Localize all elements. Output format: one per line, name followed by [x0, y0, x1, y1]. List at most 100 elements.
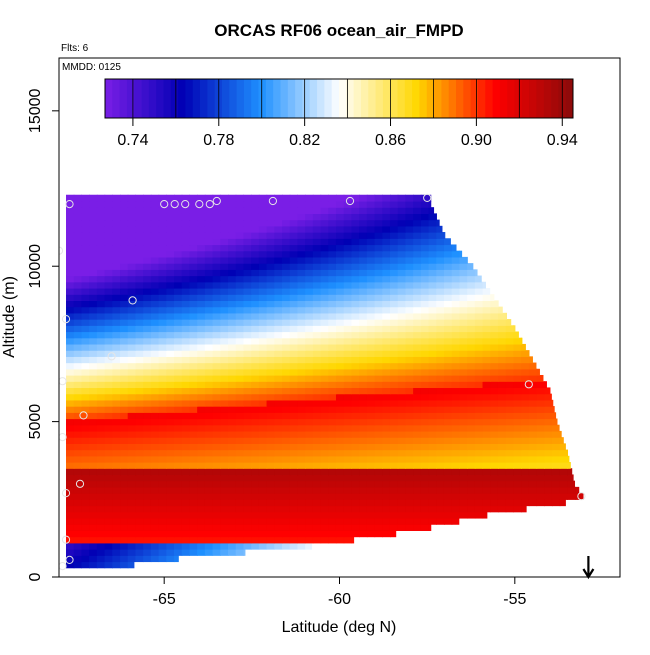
observation-point: [212, 196, 221, 206]
x-tick-label: -60: [328, 591, 351, 608]
heatmap-cell: [359, 493, 368, 500]
heatmap-cell: [297, 493, 306, 500]
heatmap-cell: [104, 530, 113, 538]
heatmap-cell: [413, 300, 422, 308]
heatmap-cell: [96, 207, 106, 214]
heatmap-cell: [189, 331, 198, 339]
heatmap-cell: [335, 244, 345, 252]
heatmap-cell: [127, 269, 137, 277]
heatmap-cell: [436, 325, 445, 333]
heatmap-cell: [389, 524, 399, 531]
heatmap-cell: [258, 312, 268, 320]
heatmap-cell: [150, 275, 160, 283]
heatmap-cell: [112, 213, 121, 221]
observation-point: [61, 489, 71, 498]
heatmap-cell: [312, 486, 322, 494]
heatmap-cell: [66, 368, 75, 376]
heatmap-cell: [282, 542, 291, 550]
heatmap-cell: [73, 244, 83, 252]
heatmap-cell: [235, 493, 245, 500]
heatmap-cell: [328, 263, 337, 270]
heatmap-cell: [104, 399, 113, 407]
heatmap-cell: [73, 312, 83, 320]
heatmap-cell: [490, 312, 499, 320]
heatmap-cell: [513, 337, 522, 345]
heatmap-cell: [490, 493, 499, 500]
heatmap-cell: [81, 486, 90, 494]
heatmap-cell: [328, 232, 337, 239]
heatmap-cell: [428, 194, 432, 202]
heatmap-cell: [328, 393, 337, 401]
heatmap-cell: [66, 399, 75, 407]
heatmap-cell: [143, 468, 152, 476]
heatmap-cell: [73, 368, 83, 376]
x-tick-label: -55: [503, 591, 526, 608]
heatmap-cell: [189, 319, 198, 326]
heatmap-cell: [282, 524, 291, 531]
heatmap-cell: [143, 225, 152, 233]
heatmap-cell: [143, 275, 152, 283]
heatmap-cell: [220, 468, 229, 476]
heatmap-cell: [335, 287, 345, 295]
heatmap-cell: [305, 542, 313, 550]
heatmap-cell: [305, 399, 314, 407]
heatmap-cell: [174, 486, 183, 494]
heatmap-cell: [135, 511, 144, 519]
heatmap-cell: [73, 362, 83, 370]
heatmap-cell: [174, 225, 183, 233]
heatmap-cell: [320, 468, 329, 476]
heatmap-cell: [89, 430, 98, 438]
heatmap-cell: [89, 511, 98, 519]
heatmap-cell: [312, 536, 322, 544]
heatmap-cell: [443, 393, 453, 401]
heatmap-cell: [366, 374, 376, 382]
heatmap-cell: [274, 455, 283, 463]
heatmap-cell: [120, 238, 129, 246]
heatmap-cell: [389, 287, 399, 295]
heatmap-cell: [251, 486, 260, 494]
heatmap-cell: [335, 194, 345, 202]
heatmap-cell: [158, 493, 167, 500]
heatmap-cell: [312, 263, 322, 270]
heatmap-cell: [351, 437, 360, 444]
heatmap-cell: [135, 256, 144, 264]
heatmap-cell: [73, 387, 83, 395]
heatmap-cell: [228, 474, 237, 482]
heatmap-cell: [544, 393, 552, 401]
heatmap-cell: [397, 517, 407, 525]
heatmap-cell: [274, 294, 283, 302]
heatmap-cell: [143, 549, 152, 556]
heatmap-cell: [174, 306, 183, 314]
heatmap-cell: [104, 455, 113, 463]
heatmap-cell: [497, 319, 507, 326]
heatmap-cell: [251, 468, 260, 476]
heatmap-cell: [443, 424, 453, 432]
heatmap-cell: [166, 536, 175, 544]
heatmap-cell: [513, 325, 516, 333]
heatmap-cell: [120, 374, 129, 382]
heatmap-cell: [212, 219, 221, 227]
heatmap-cell: [359, 486, 368, 494]
heatmap-cell: [81, 343, 90, 351]
heatmap-cell: [467, 480, 476, 488]
heatmap-cell: [467, 493, 476, 500]
heatmap-cell: [89, 474, 98, 482]
heatmap-cell: [243, 281, 252, 289]
heatmap-cell: [505, 399, 515, 407]
heatmap-cell: [228, 350, 237, 357]
heatmap-cell: [204, 424, 214, 432]
heatmap-cell: [166, 517, 175, 525]
heatmap-cell: [235, 250, 245, 258]
observation-point: [268, 196, 277, 206]
heatmap-cell: [104, 486, 113, 494]
heatmap-cell: [490, 443, 499, 451]
colorbar-swatch: [119, 79, 128, 118]
heatmap-cell: [73, 437, 83, 444]
heatmap-cell: [312, 356, 322, 364]
heatmap-cell: [89, 524, 98, 531]
heatmap-cell: [181, 462, 191, 469]
heatmap-cell: [413, 319, 422, 326]
heatmap-cell: [335, 412, 345, 420]
heatmap-cell: [81, 368, 90, 376]
heatmap-cell: [351, 244, 360, 252]
